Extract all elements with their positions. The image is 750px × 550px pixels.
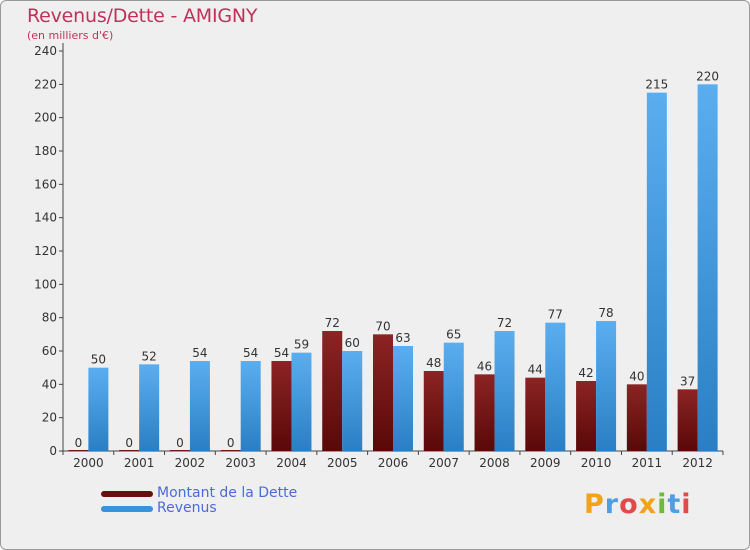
bar-revenus: [88, 367, 109, 451]
bar-revenus: [545, 322, 566, 451]
y-tick-label: 20: [42, 411, 57, 425]
data-label: 65: [446, 328, 461, 342]
data-label: 78: [598, 306, 613, 320]
data-label: 59: [294, 338, 309, 352]
bar-revenus: [189, 361, 210, 451]
bar-revenus: [697, 84, 718, 451]
bar-revenus: [291, 352, 312, 451]
data-label: 77: [548, 308, 563, 322]
bar-dette: [373, 334, 393, 451]
legend-item-debt: Montant de la Dette: [101, 486, 297, 501]
bar-revenus: [240, 361, 261, 451]
x-tick-label: 2006: [378, 456, 409, 470]
x-tick-label: 2005: [327, 456, 358, 470]
bar-dette: [169, 450, 190, 451]
y-tick-label: 140: [34, 211, 57, 225]
data-label: 42: [578, 366, 593, 380]
y-tick-label: 180: [34, 144, 57, 158]
y-tick-label: 40: [42, 377, 57, 391]
data-label: 40: [629, 369, 644, 383]
bar-dette: [474, 374, 495, 451]
y-tick-label: 60: [42, 344, 57, 358]
data-label: 44: [528, 363, 543, 377]
data-label: 72: [497, 316, 512, 330]
legend-swatch-revenus: [101, 505, 153, 512]
chart-title: Revenus/Dette - AMIGNY: [27, 5, 258, 27]
data-label: 70: [375, 319, 390, 333]
bar-dette: [68, 450, 89, 451]
data-label: 50: [91, 353, 106, 367]
x-tick-label: 2009: [530, 456, 561, 470]
data-label: 37: [680, 374, 695, 388]
x-tick-label: 2001: [124, 456, 155, 470]
bar-revenus: [646, 92, 667, 452]
legend-item-revenus: Revenus: [101, 501, 297, 516]
x-tick-label: 2004: [276, 456, 307, 470]
bar-dette: [626, 384, 647, 451]
bar-dette: [119, 450, 140, 451]
bar-dette: [271, 361, 292, 451]
y-tick-label: 100: [34, 277, 57, 291]
legend-swatch-debt: [101, 490, 153, 497]
chart-subtitle: (en milliers d'€): [27, 29, 114, 42]
bar-dette: [220, 450, 241, 451]
data-label: 0: [75, 436, 83, 450]
data-label: 54: [192, 346, 207, 360]
bar-revenus: [596, 321, 617, 451]
x-tick-label: 2002: [175, 456, 206, 470]
data-label: 220: [696, 69, 719, 83]
y-tick-label: 80: [42, 311, 57, 325]
y-tick-label: 0: [49, 444, 57, 458]
data-label: 215: [645, 78, 668, 92]
legend-label-debt: Montant de la Dette: [157, 485, 298, 501]
bar-revenus: [342, 351, 363, 451]
x-tick-label: 2010: [581, 456, 612, 470]
bar-dette: [322, 331, 343, 451]
y-tick-label: 220: [34, 77, 57, 91]
data-label: 60: [345, 336, 360, 350]
data-label: 0: [227, 436, 235, 450]
bar-revenus: [494, 331, 515, 451]
data-label: 54: [274, 346, 289, 360]
data-label: 0: [176, 436, 184, 450]
bar-revenus: [393, 346, 413, 451]
bar-dette: [677, 389, 698, 451]
y-tick-label: 200: [34, 111, 57, 125]
data-label: 52: [142, 349, 157, 363]
x-tick-label: 2012: [682, 456, 713, 470]
bar-revenus: [139, 364, 160, 451]
y-tick-label: 120: [34, 244, 57, 258]
data-label: 46: [477, 359, 492, 373]
x-tick-label: 2007: [428, 456, 459, 470]
bar-dette: [525, 377, 546, 451]
bar-dette: [576, 381, 597, 451]
bar-dette: [423, 371, 444, 451]
x-tick-label: 2008: [479, 456, 510, 470]
x-tick-label: 2000: [73, 456, 104, 470]
proxiti-logo: Proxiti: [584, 489, 692, 520]
x-tick-label: 2003: [225, 456, 256, 470]
legend: Montant de la Dette Revenus: [101, 486, 297, 516]
legend-label-revenus: Revenus: [157, 500, 217, 516]
data-label: 48: [426, 356, 441, 370]
data-label: 54: [243, 346, 258, 360]
data-label: 0: [125, 436, 133, 450]
y-tick-label: 160: [34, 177, 57, 191]
x-tick-label: 2011: [632, 456, 663, 470]
y-tick-label: 240: [34, 44, 57, 58]
data-label: 63: [395, 331, 410, 345]
data-label: 72: [325, 316, 340, 330]
bar-revenus: [443, 342, 464, 451]
